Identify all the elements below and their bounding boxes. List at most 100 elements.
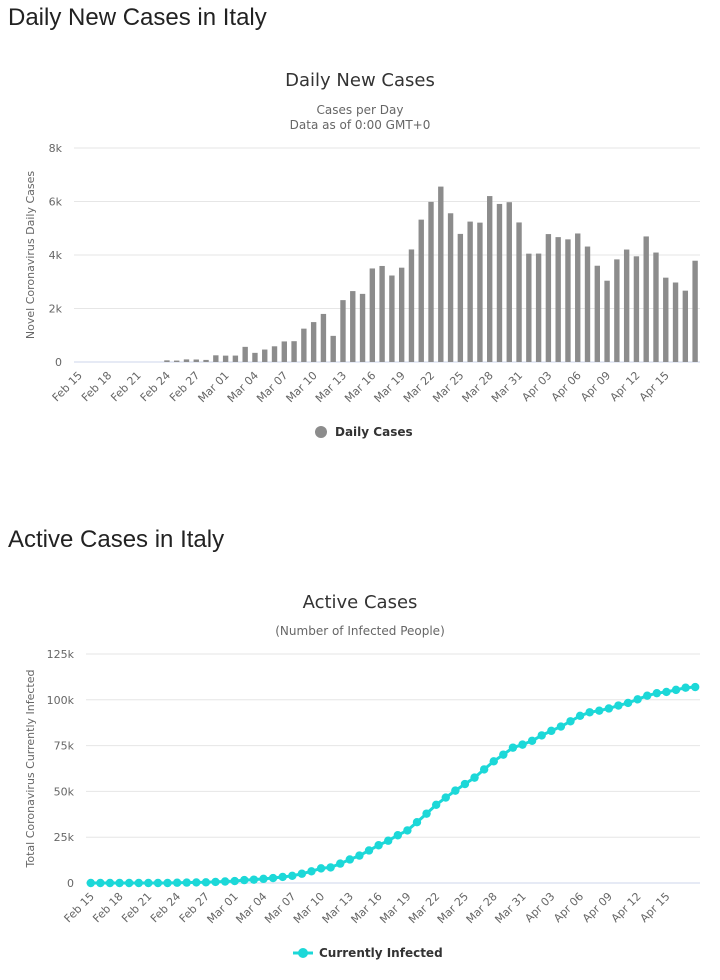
- bar: [428, 201, 434, 362]
- data-point: [652, 688, 662, 698]
- x-tick-label: Mar 16: [348, 890, 384, 926]
- data-point: [671, 685, 681, 695]
- data-point: [134, 878, 143, 888]
- x-tick-label: Mar 16: [342, 369, 378, 405]
- data-point: [691, 682, 700, 692]
- bar: [487, 196, 493, 362]
- data-point: [633, 695, 642, 704]
- bar: [594, 265, 600, 362]
- bar: [447, 213, 454, 362]
- x-tick-label: Apr 06: [551, 890, 586, 925]
- bar: [663, 277, 669, 362]
- x-tick-label: Mar 07: [262, 890, 298, 926]
- bar: [438, 186, 444, 362]
- y-tick-label: 125k: [47, 648, 75, 661]
- data-point: [230, 876, 239, 886]
- bar: [203, 359, 209, 362]
- bar: [643, 236, 649, 362]
- bar: [301, 328, 307, 362]
- data-point: [124, 878, 134, 888]
- data-point: [172, 878, 182, 887]
- bar: [350, 291, 356, 362]
- data-point: [374, 841, 383, 850]
- x-tick-label: Mar 10: [284, 369, 320, 405]
- data-point: [211, 877, 220, 887]
- bar: [369, 268, 376, 362]
- data-point: [355, 851, 364, 860]
- data-point: [556, 722, 566, 731]
- y-tick-label: 75k: [54, 740, 75, 753]
- x-tick-label: Apr 06: [549, 369, 584, 404]
- data-point: [422, 809, 431, 818]
- legend-marker: [298, 948, 308, 958]
- bar: [565, 239, 571, 362]
- data-point: [259, 874, 268, 884]
- bar: [506, 202, 512, 362]
- bar: [222, 355, 229, 362]
- x-tick-label: Mar 13: [320, 890, 356, 926]
- x-tick-label: Feb 18: [79, 369, 114, 404]
- x-tick-label: Feb 24: [138, 369, 173, 404]
- bar: [193, 359, 199, 362]
- bar: [389, 275, 395, 362]
- bar: [281, 341, 287, 362]
- chart-subtitle: Data as of 0:00 GMT+0: [290, 118, 431, 132]
- x-tick-label: Feb 18: [90, 890, 125, 925]
- bar: [604, 280, 610, 362]
- data-point: [384, 836, 393, 845]
- x-tick-label: Apr 12: [609, 890, 644, 925]
- x-tick-label: Mar 22: [401, 369, 437, 405]
- y-tick-label: 6k: [49, 196, 63, 209]
- data-point: [249, 875, 259, 884]
- bar: [653, 252, 659, 362]
- y-tick-label: 0: [55, 356, 62, 369]
- bar: [545, 234, 552, 362]
- bar: [575, 233, 581, 362]
- x-tick-label: Mar 04: [225, 369, 261, 405]
- x-tick-label: Mar 10: [291, 890, 327, 926]
- series-line: [90, 685, 696, 885]
- data-point: [96, 878, 105, 888]
- bar: [682, 290, 689, 362]
- x-tick-label: Feb 27: [167, 369, 202, 404]
- data-point: [489, 757, 498, 766]
- data-point: [316, 864, 326, 873]
- x-tick-label: Feb 21: [108, 369, 143, 404]
- x-tick-label: Apr 03: [522, 890, 557, 925]
- chart-title: Daily New Cases: [285, 70, 435, 91]
- x-tick-label: Mar 01: [195, 369, 231, 405]
- y-tick-label: 25k: [54, 831, 75, 844]
- x-tick-label: Mar 19: [377, 890, 413, 926]
- data-point: [451, 786, 460, 795]
- daily-cases-heading: Daily New Cases in Italy: [8, 4, 267, 31]
- data-point: [144, 878, 153, 888]
- x-tick-label: Apr 15: [637, 369, 672, 404]
- data-point: [479, 765, 489, 774]
- data-point: [566, 717, 575, 726]
- bar: [330, 335, 336, 362]
- x-tick-label: Feb 15: [50, 369, 85, 404]
- bar: [467, 221, 473, 362]
- data-point: [403, 826, 412, 835]
- bar: [183, 359, 190, 362]
- data-point: [163, 878, 172, 888]
- y-axis-title: Novel Coronavirus Daily Cases: [24, 171, 37, 339]
- bar: [555, 237, 561, 362]
- bar: [232, 355, 239, 362]
- data-point: [192, 878, 201, 887]
- bar: [213, 355, 219, 362]
- bar: [359, 293, 366, 362]
- bar: [271, 346, 278, 362]
- data-point: [153, 878, 163, 888]
- data-point: [662, 687, 671, 697]
- data-point: [614, 701, 623, 710]
- bar: [614, 259, 620, 362]
- x-tick-label: Apr 09: [578, 369, 613, 404]
- data-point: [182, 878, 191, 887]
- data-point: [345, 855, 355, 864]
- data-point: [518, 740, 527, 749]
- legend-marker: [315, 426, 327, 438]
- x-tick-label: Mar 25: [435, 890, 471, 926]
- y-tick-label: 4k: [49, 249, 63, 262]
